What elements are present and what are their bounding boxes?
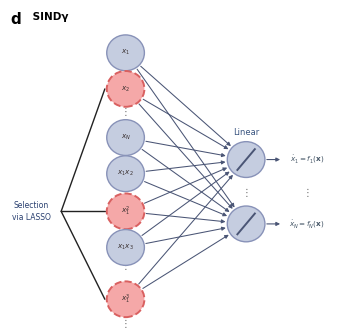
Text: d: d — [10, 12, 21, 27]
Text: $x_1$: $x_1$ — [121, 48, 130, 57]
Text: $\dot{x}_1 = f_1(\mathbf{x})$: $\dot{x}_1 = f_1(\mathbf{x})$ — [290, 154, 325, 165]
Circle shape — [227, 142, 265, 177]
Text: Selection
via LASSO: Selection via LASSO — [12, 201, 51, 222]
Text: $x_N$: $x_N$ — [121, 133, 131, 142]
Circle shape — [107, 281, 144, 317]
Text: $x_2$: $x_2$ — [121, 84, 130, 94]
Text: $x_1x_2$: $x_1x_2$ — [117, 169, 134, 178]
Circle shape — [107, 156, 144, 192]
Text: ⋮: ⋮ — [302, 187, 312, 197]
Text: ⋮: ⋮ — [121, 108, 130, 118]
Text: $x_1x_3$: $x_1x_3$ — [117, 243, 134, 252]
Circle shape — [107, 120, 144, 155]
Circle shape — [107, 35, 144, 71]
Circle shape — [107, 71, 144, 107]
Text: Linear: Linear — [233, 128, 259, 137]
Text: ⋮: ⋮ — [121, 261, 130, 271]
Circle shape — [107, 193, 144, 229]
Text: $x_1^3$: $x_1^3$ — [121, 293, 130, 306]
Text: ⋮: ⋮ — [241, 187, 251, 197]
Text: ⋮: ⋮ — [121, 319, 130, 329]
Text: SINDγ: SINDγ — [29, 12, 68, 22]
Circle shape — [107, 229, 144, 265]
Circle shape — [227, 206, 265, 242]
Text: $x_1^2$: $x_1^2$ — [121, 205, 130, 218]
Text: $\dot{x}_N = f_N(\mathbf{x})$: $\dot{x}_N = f_N(\mathbf{x})$ — [289, 218, 325, 230]
